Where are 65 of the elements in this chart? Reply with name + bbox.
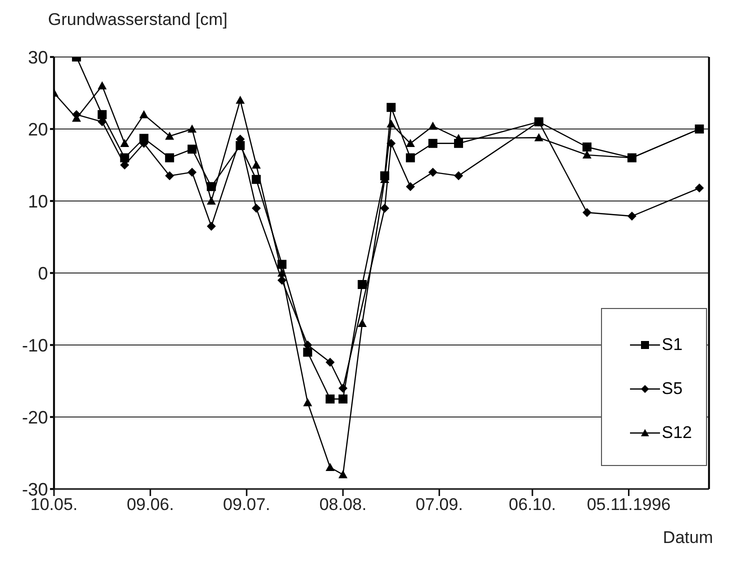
- point: [338, 394, 348, 404]
- point: [428, 138, 438, 148]
- point: [380, 204, 390, 213]
- point: [120, 138, 130, 147]
- y-tick-label: -10: [22, 335, 48, 356]
- point: [120, 153, 130, 162]
- y-tick-label: 20: [28, 119, 48, 140]
- point: [406, 182, 415, 192]
- point: [206, 222, 216, 231]
- x-tick-label: 05.11.1996: [586, 495, 671, 514]
- point: [582, 142, 592, 152]
- point: [406, 138, 415, 147]
- point: [252, 160, 261, 169]
- point: [236, 141, 245, 150]
- point: [236, 96, 245, 104]
- point: [694, 184, 704, 193]
- point: [428, 122, 438, 130]
- point: [303, 348, 312, 357]
- point: [252, 174, 261, 184]
- y-tick-label: 30: [28, 47, 48, 68]
- point: [326, 358, 335, 367]
- point: [338, 384, 348, 393]
- point: [386, 102, 396, 112]
- point: [165, 153, 174, 162]
- point: [326, 394, 335, 404]
- y-tick-label: 0: [38, 263, 48, 284]
- x-tick-label: 06.10.: [508, 495, 556, 514]
- point: [98, 110, 107, 120]
- point: [428, 168, 438, 177]
- x-tick-label: 09.06.: [126, 495, 174, 514]
- point: [188, 124, 197, 133]
- point: [188, 144, 197, 154]
- legend-label: S1: [662, 335, 683, 355]
- point: [358, 318, 367, 327]
- legend-label: S12: [662, 423, 692, 443]
- y-tick-label: -20: [22, 407, 48, 428]
- x-axis-title: Datum: [662, 528, 713, 548]
- point: [165, 171, 174, 180]
- point: [582, 208, 592, 218]
- point: [386, 138, 396, 148]
- legend-label: S5: [662, 379, 683, 399]
- point: [277, 276, 286, 285]
- point: [165, 132, 174, 140]
- y-axis-title: Grundwasserstand [cm]: [48, 10, 228, 30]
- point: [534, 133, 544, 142]
- point: [303, 398, 312, 406]
- point: [139, 110, 148, 118]
- y-tick-label: 10: [28, 191, 48, 212]
- point: [406, 153, 415, 162]
- x-tick-label: 09.07.: [223, 495, 270, 514]
- point: [277, 268, 286, 277]
- x-tick-label: 08.08.: [319, 495, 367, 514]
- point: [206, 182, 216, 192]
- point: [98, 81, 107, 90]
- point: [326, 462, 335, 471]
- point: [338, 470, 348, 478]
- point: [277, 260, 286, 269]
- point: [627, 212, 636, 221]
- point: [188, 168, 197, 177]
- point: [206, 196, 216, 205]
- point: [386, 119, 396, 128]
- point: [252, 204, 261, 213]
- point: [454, 171, 464, 180]
- point: [358, 280, 367, 290]
- x-tick-label: 07.09.: [416, 495, 463, 514]
